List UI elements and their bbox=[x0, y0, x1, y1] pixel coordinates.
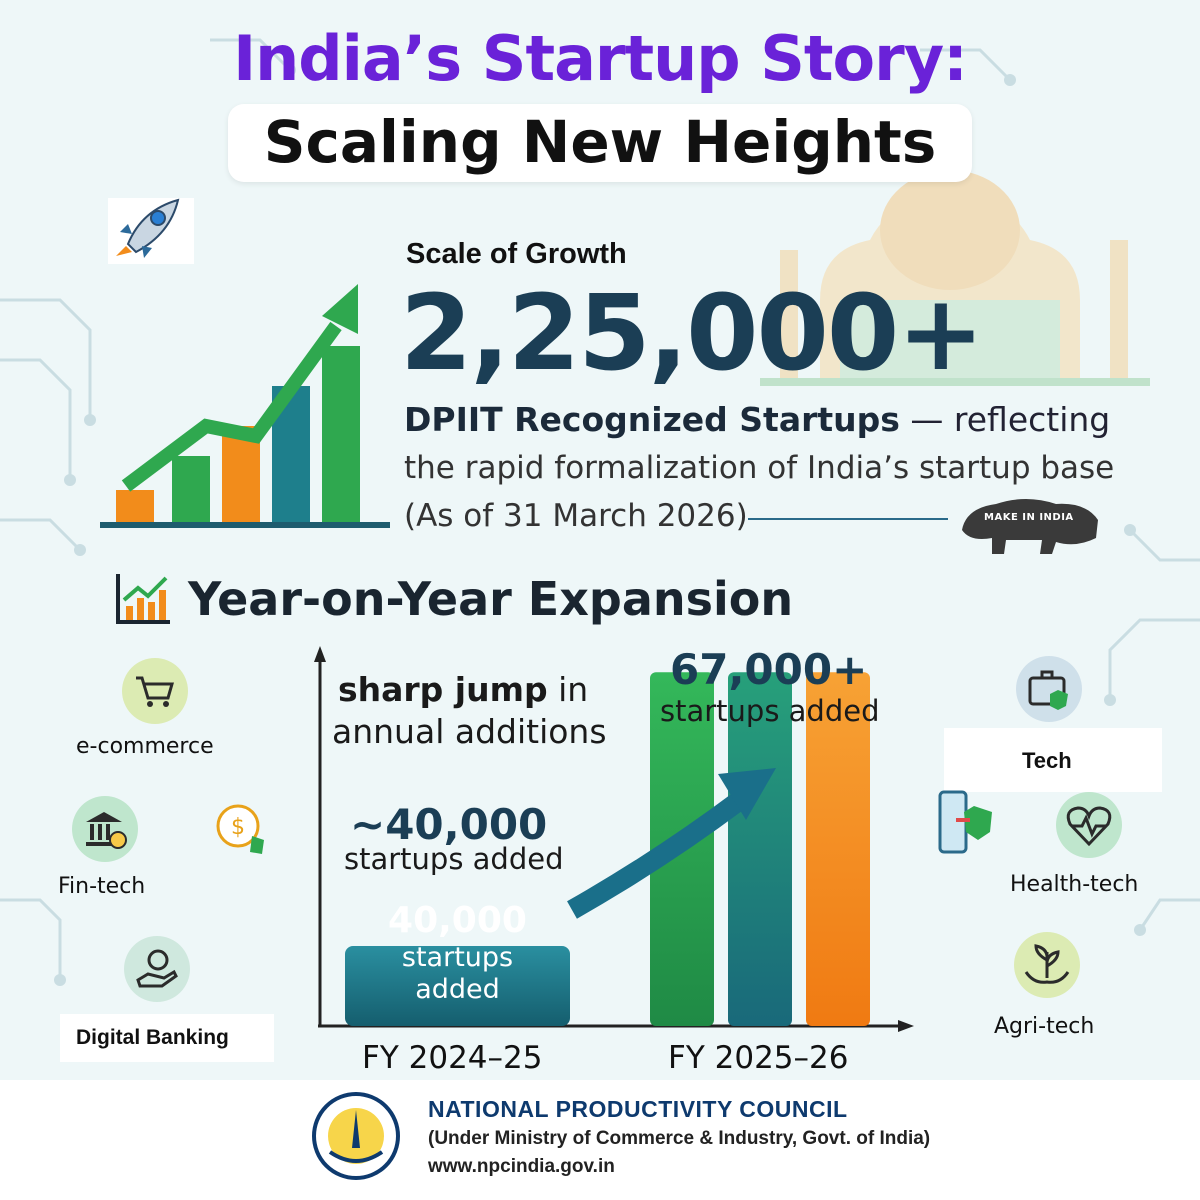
as-of-date: (As of 31 March 2026) bbox=[404, 498, 748, 534]
sector-label-healthtech: Health-tech bbox=[1010, 872, 1139, 897]
x-axis-arrow bbox=[898, 1020, 914, 1032]
org-name: NATIONAL PRODUCTIVITY COUNCIL bbox=[428, 1096, 848, 1122]
sector-label-digital-banking: Digital Banking bbox=[76, 1026, 229, 1049]
growth-bars-illustration bbox=[100, 284, 390, 528]
total-startups-number: 2,25,000+ bbox=[400, 272, 984, 394]
dpiit-line: DPIIT Recognized Startups — reflecting bbox=[404, 400, 1110, 439]
phone-shield-icon bbox=[938, 790, 992, 854]
x-tick-label-fy2024-25: FY 2024–25 bbox=[362, 1040, 543, 1076]
plant-hands-icon bbox=[1024, 944, 1070, 984]
x-tick-label-fy2025-26: FY 2025–26 bbox=[668, 1040, 849, 1076]
tech-circle bbox=[1016, 656, 1082, 722]
scale-of-growth-label: Scale of Growth bbox=[406, 238, 627, 270]
make-in-india-text: MAKE IN INDIA bbox=[984, 512, 1074, 523]
digital-banking-circle bbox=[124, 936, 190, 1002]
page-subtitle: Scaling New Heights bbox=[263, 108, 937, 176]
agritech-circle bbox=[1014, 932, 1080, 998]
bar-fy2025-26-orange bbox=[806, 672, 870, 1026]
yoy-bar-chart bbox=[314, 646, 914, 1032]
yoy-title: Year-on-Year Expansion bbox=[188, 572, 794, 626]
fy1-value-label: ~40,000 bbox=[350, 800, 548, 849]
heart-pulse-icon bbox=[1066, 806, 1112, 847]
org-subtitle: (Under Ministry of Commerce & Industry, … bbox=[428, 1128, 931, 1149]
subtitle-background bbox=[228, 104, 972, 182]
dpiit-rest-text: — reflecting bbox=[899, 400, 1111, 439]
fintech-circle bbox=[72, 796, 138, 862]
y-axis-arrow bbox=[314, 646, 326, 662]
npc-emblem-logo bbox=[312, 1092, 400, 1180]
tech-label-bg bbox=[944, 728, 1162, 792]
org-website-link[interactable]: www.npcindia.gov.in bbox=[428, 1156, 615, 1177]
growth-arrow bbox=[567, 791, 746, 919]
circuit-background bbox=[0, 38, 1200, 986]
growth-description: the rapid formalization of India’s start… bbox=[404, 450, 1115, 486]
sector-label-agritech: Agri-tech bbox=[994, 1014, 1095, 1039]
divider-line bbox=[748, 518, 948, 520]
healthtech-circle bbox=[1056, 792, 1122, 858]
svg-text:$: $ bbox=[231, 815, 245, 840]
sector-label-ecommerce: e-commerce bbox=[76, 734, 214, 759]
chart-note-line2: annual additions bbox=[332, 712, 607, 751]
fy2-value-label: 67,000+ bbox=[670, 645, 868, 694]
bar-fy2025-26-teal bbox=[728, 672, 792, 1026]
trend-chart-icon bbox=[116, 574, 170, 624]
ecommerce-circle bbox=[122, 658, 188, 724]
fy1-sub-label: startups added bbox=[344, 842, 564, 876]
coin-hand-icon bbox=[136, 949, 178, 988]
chart-note-line1: sharp jump in bbox=[338, 670, 588, 709]
page-title: India’s Startup Story: bbox=[233, 22, 968, 95]
dpiit-bold-text: DPIIT Recognized Startups bbox=[404, 400, 900, 439]
growth-arrow-head bbox=[718, 768, 776, 820]
sector-label-fintech: Fin-tech bbox=[58, 874, 146, 899]
bar-text-value: 40,000 bbox=[388, 900, 527, 941]
fy2-sub-label: startups added bbox=[660, 694, 880, 728]
bank-icon bbox=[86, 812, 127, 849]
coin-tap-icon: $ bbox=[216, 804, 264, 854]
sector-label-tech: Tech bbox=[1022, 748, 1072, 773]
make-in-india-lion-logo bbox=[962, 499, 1098, 554]
bar-text-startups: startups bbox=[401, 942, 514, 973]
bar-fy2024-25 bbox=[345, 946, 570, 1026]
taj-mahal-illustration bbox=[760, 150, 1150, 386]
bar-text-added: added bbox=[415, 974, 500, 1005]
footer bbox=[0, 1080, 1200, 1200]
chart-note-rest: in bbox=[547, 670, 589, 709]
briefcase-shield-icon bbox=[1028, 670, 1068, 710]
rocket-icon bbox=[116, 198, 180, 258]
digital-banking-label-bg bbox=[60, 1014, 274, 1062]
cart-icon bbox=[136, 676, 174, 707]
chart-note-bold: sharp jump bbox=[338, 670, 548, 709]
